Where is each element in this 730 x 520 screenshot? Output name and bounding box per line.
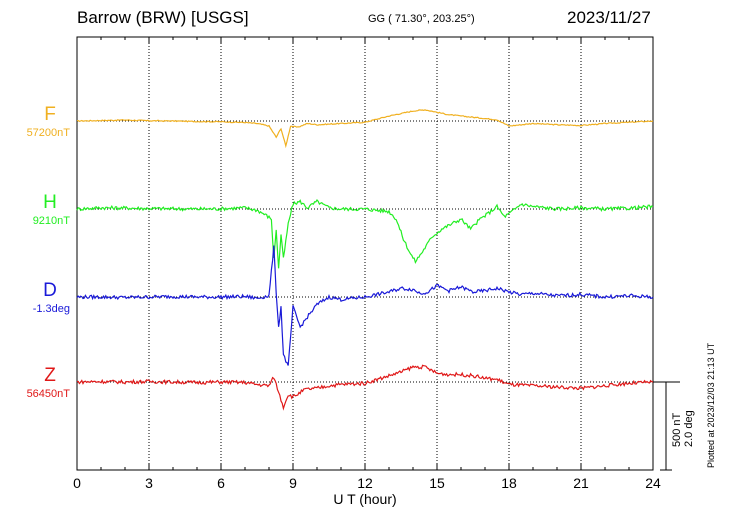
- scale-label-nt: 500 nT: [671, 412, 683, 447]
- series-line-f: [77, 109, 654, 149]
- series-name-d: D: [43, 280, 57, 301]
- series-name-h: H: [43, 192, 57, 213]
- date-label: 2023/11/27: [567, 8, 651, 27]
- x-axis-label: U T (hour): [333, 491, 396, 507]
- x-tick-label: 15: [429, 475, 445, 491]
- series-line-z: [76, 364, 654, 411]
- scale-label-deg: 2.0 deg: [683, 410, 695, 447]
- series-line-h: [76, 199, 654, 269]
- coordinates-label: GG ( 71.30°, 203.25°): [368, 13, 475, 25]
- plotted-timestamp: Plotted at 2023/12/03 21:13 UT: [706, 342, 716, 468]
- series-line-d: [76, 245, 654, 366]
- series-baseline-h: 9210nT: [33, 215, 71, 227]
- x-tick-label: 24: [645, 475, 661, 491]
- x-tick-label: 21: [573, 475, 589, 491]
- x-tick-label: 6: [217, 475, 225, 491]
- x-tick-label: 9: [289, 475, 297, 491]
- series-name-z: Z: [44, 365, 56, 386]
- x-tick-label: 3: [145, 475, 153, 491]
- series-name-f: F: [44, 104, 56, 125]
- series-baseline-z: 56450nT: [27, 388, 71, 400]
- x-tick-label: 12: [357, 475, 373, 491]
- series-baseline-f: 57200nT: [27, 127, 71, 139]
- series-baseline-d: -1.3deg: [33, 303, 70, 315]
- station-title: Barrow (BRW) [USGS]: [77, 8, 249, 27]
- x-tick-label: 18: [501, 475, 517, 491]
- x-tick-label: 0: [73, 475, 81, 491]
